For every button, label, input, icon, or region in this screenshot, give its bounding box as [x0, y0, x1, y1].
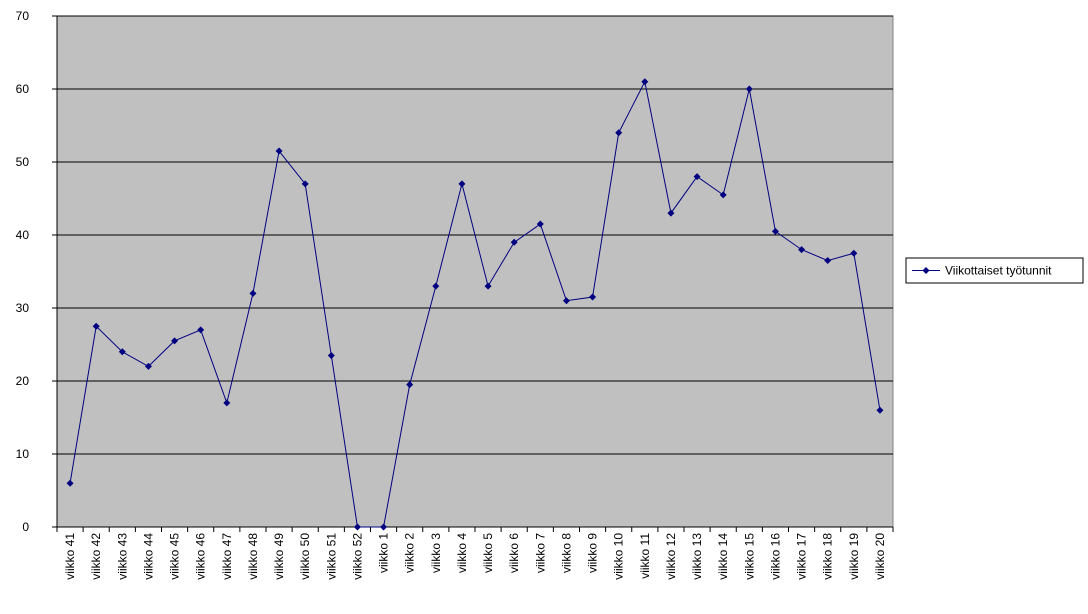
x-tick-label: viikko 18: [821, 533, 835, 580]
y-tick-label: 50: [16, 155, 30, 169]
data-point: [850, 249, 858, 257]
x-tick-label: viikko 14: [716, 533, 730, 580]
x-tick-label: viikko 8: [559, 533, 573, 573]
data-point: [876, 406, 884, 414]
x-tick-label: viikko 49: [272, 533, 286, 580]
data-point: [562, 297, 570, 305]
data-point: [406, 381, 414, 389]
data-point: [536, 220, 544, 228]
y-tick-label: 60: [16, 82, 30, 96]
y-tick-label: 10: [16, 447, 30, 461]
data-point: [275, 147, 283, 155]
data-point: [693, 173, 701, 181]
x-tick-label: viikko 15: [742, 533, 756, 580]
series-line: [69, 80, 881, 528]
x-tick-label: viikko 11: [638, 533, 652, 579]
data-point: [719, 191, 727, 199]
x-tick-label: viikko 16: [768, 533, 782, 580]
x-tick-label: viikko 4: [455, 533, 469, 573]
x-tick-label: viikko 17: [795, 533, 809, 580]
x-tick-label: viikko 13: [690, 533, 704, 580]
x-tick-label: viikko 5: [481, 533, 495, 573]
y-tick-label: 20: [16, 374, 30, 388]
data-point: [667, 209, 675, 217]
x-tick-label: viikko 42: [89, 533, 103, 580]
x-tick-label: viikko 47: [220, 533, 234, 580]
data-point: [641, 78, 649, 86]
data-point: [745, 85, 753, 93]
x-tick-label: viikko 50: [298, 533, 312, 580]
plot-area: [56, 15, 894, 528]
data-point: [458, 180, 466, 188]
data-point: [615, 129, 623, 137]
data-point: [798, 246, 806, 254]
x-tick-label: viikko 6: [507, 533, 521, 573]
data-point: [589, 293, 597, 301]
data-point: [771, 227, 779, 235]
legend-marker: [922, 267, 930, 274]
data-point: [197, 326, 205, 334]
data-point: [118, 348, 126, 356]
x-tick-label: viikko 2: [403, 533, 417, 573]
x-tick-label: viikko 51: [324, 533, 338, 580]
x-tick-label: viikko 7: [533, 533, 547, 573]
x-tick-label: viikko 52: [350, 533, 364, 580]
x-tick-label: viikko 9: [586, 533, 600, 573]
x-tick-label: viikko 45: [168, 533, 182, 580]
data-point: [171, 337, 179, 345]
data-point: [353, 523, 361, 531]
data-point: [327, 351, 335, 359]
x-tick-label: viikko 43: [115, 533, 129, 580]
data-point: [66, 479, 74, 487]
x-tick-label: viikko 10: [612, 533, 626, 580]
y-tick-label: 40: [16, 228, 30, 242]
x-tick-label: viikko 12: [664, 533, 678, 580]
y-tick-label: 70: [16, 9, 30, 23]
x-tick-label: viikko 1: [377, 533, 391, 573]
data-point: [824, 257, 832, 265]
data-point: [92, 322, 100, 330]
x-tick-label: viikko 46: [194, 533, 208, 580]
x-tick-label: viikko 19: [847, 533, 861, 580]
data-point: [249, 289, 257, 297]
x-tick-label: viikko 20: [873, 533, 887, 580]
x-tick-label: viikko 48: [246, 533, 260, 580]
data-point: [301, 180, 309, 188]
x-tick-label: viikko 41: [63, 533, 77, 580]
y-tick-label: 30: [16, 301, 30, 315]
data-point: [432, 282, 440, 290]
data-point: [144, 362, 152, 370]
data-point: [510, 238, 518, 246]
x-tick-label: viikko 3: [429, 533, 443, 573]
data-point: [484, 282, 492, 290]
x-tick-label: viikko 44: [141, 533, 155, 580]
legend-label: Viikottaiset työtunnit: [945, 264, 1052, 278]
y-tick-label: 0: [22, 520, 29, 534]
data-point: [380, 523, 388, 531]
data-point: [223, 399, 231, 407]
